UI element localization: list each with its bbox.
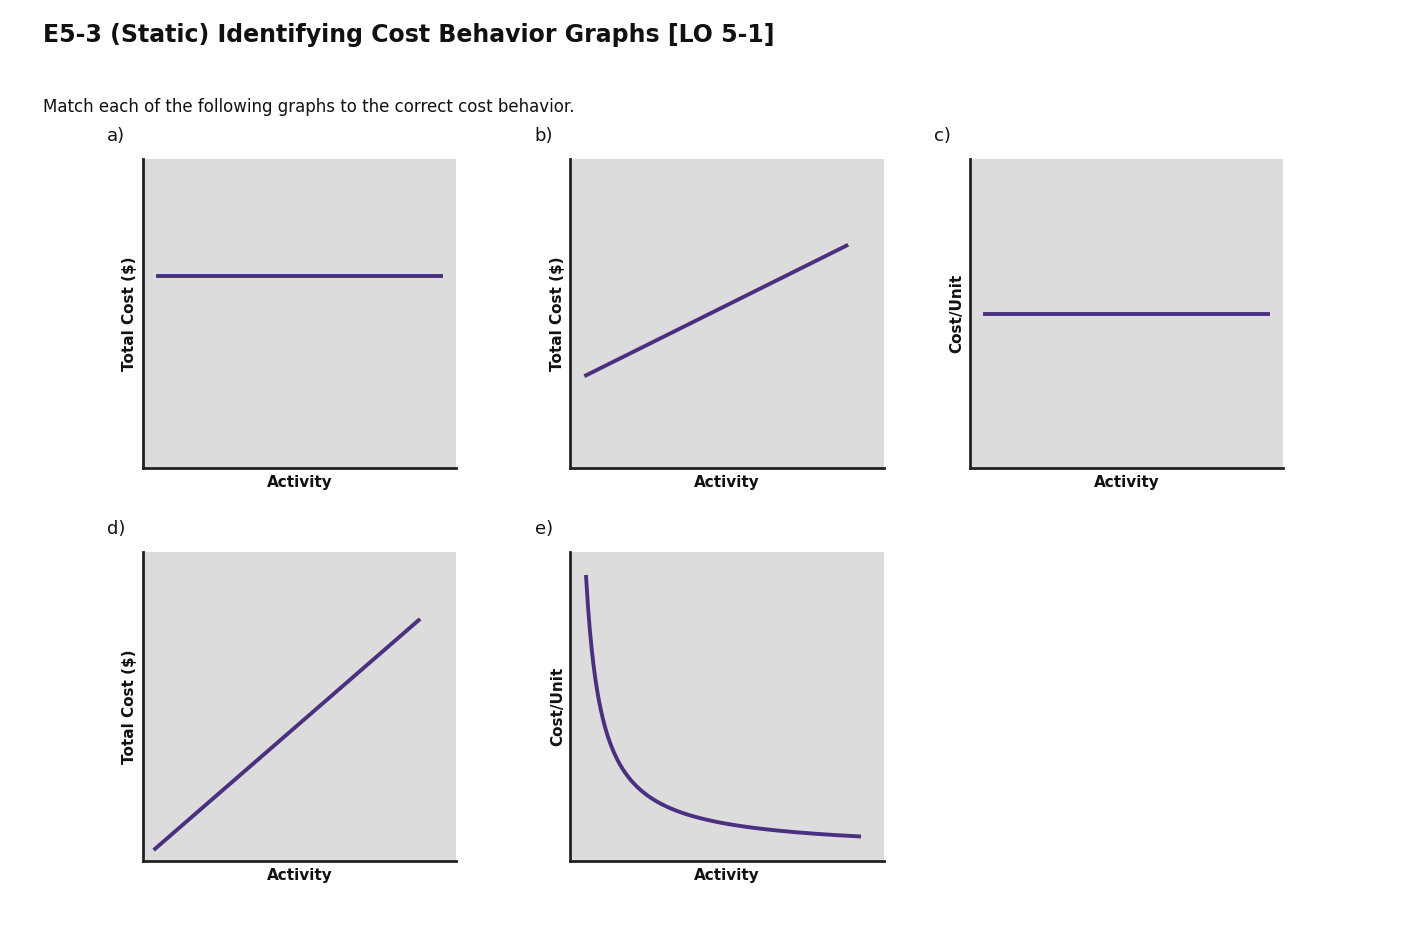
Text: a): a) [107,127,125,145]
X-axis label: Activity: Activity [1094,475,1159,490]
Text: E5-3 (Static) Identifying Cost Behavior Graphs [LO 5-1]: E5-3 (Static) Identifying Cost Behavior … [43,23,774,48]
Y-axis label: Total Cost ($): Total Cost ($) [123,256,137,371]
Y-axis label: Cost/Unit: Cost/Unit [550,667,565,746]
Text: e): e) [535,520,553,538]
X-axis label: Activity: Activity [267,475,332,490]
X-axis label: Activity: Activity [267,868,332,883]
Y-axis label: Total Cost ($): Total Cost ($) [550,256,565,371]
Y-axis label: Total Cost ($): Total Cost ($) [123,650,137,764]
X-axis label: Activity: Activity [694,868,760,883]
X-axis label: Activity: Activity [694,475,760,490]
Text: b): b) [535,127,553,145]
Text: d): d) [107,520,125,538]
Y-axis label: Cost/Unit: Cost/Unit [950,274,964,353]
Text: Match each of the following graphs to the correct cost behavior.: Match each of the following graphs to th… [43,98,575,116]
Text: c): c) [934,127,951,145]
